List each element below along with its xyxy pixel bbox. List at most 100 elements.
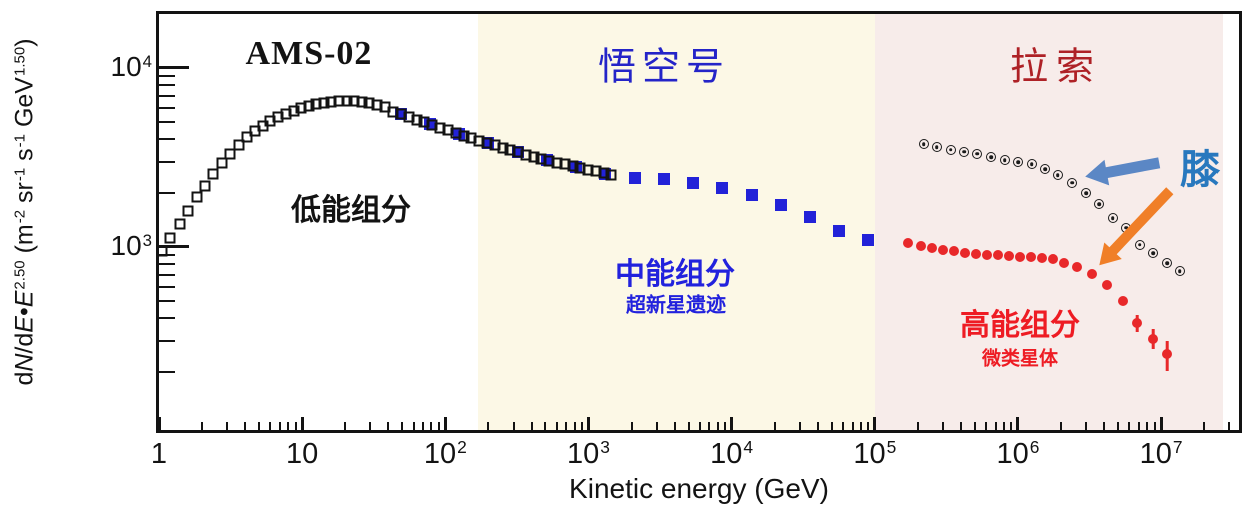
lhaaso-high-point <box>1162 349 1173 360</box>
x-minor-tick <box>1137 422 1140 430</box>
circled-dot-center <box>1165 261 1169 266</box>
x-minor-tick <box>487 422 490 430</box>
label-microquasar: 微类星体 <box>981 348 1059 370</box>
x-minor-tick <box>226 422 229 430</box>
x-minor-tick <box>258 422 261 430</box>
ams02-point <box>559 158 571 170</box>
ams02-point <box>403 111 415 123</box>
x-minor-tick <box>830 422 833 430</box>
ams02-point <box>341 95 353 107</box>
x-tick-label: 10 <box>286 438 319 470</box>
x-major-tick <box>873 417 877 430</box>
circled-dot-center <box>1111 216 1115 220</box>
lhaaso-knee-point <box>1012 157 1023 168</box>
lhaaso-knee-point <box>945 144 956 155</box>
lhaaso-knee-point <box>1121 222 1132 233</box>
ams02-point <box>356 96 368 108</box>
dampe-point <box>774 198 787 211</box>
y-minor-tick <box>159 106 175 109</box>
ams02-point <box>191 191 203 203</box>
circled-dot-center <box>1097 202 1102 207</box>
circled-dot-center <box>962 149 966 154</box>
lhaaso-knee-point <box>918 138 929 149</box>
x-major-tick <box>157 417 161 430</box>
x-minor-tick <box>1085 422 1088 430</box>
y-tick-label-1e4: 104 <box>110 51 153 82</box>
label-high-energy: 高能组分 <box>960 309 1080 342</box>
ams02-point <box>473 135 485 147</box>
x-major-tick <box>300 417 304 430</box>
label-lhaaso: 拉索 <box>1009 44 1103 89</box>
ams02-point <box>207 168 219 180</box>
ams02-point <box>590 165 602 177</box>
x-minor-tick <box>716 422 719 430</box>
ams02-point <box>567 160 579 172</box>
ams02-point <box>426 119 438 131</box>
y-minor-tick <box>159 84 175 87</box>
x-minor-tick <box>842 422 845 430</box>
lhaaso-knee-point <box>1107 213 1118 224</box>
lhaaso-high-point <box>1048 254 1059 265</box>
x-tick-label: 103 <box>567 437 610 470</box>
ams02-point <box>325 96 337 108</box>
lhaaso-knee-point <box>999 154 1010 165</box>
y-minor-tick <box>159 192 175 195</box>
x-minor-tick <box>1060 422 1063 430</box>
x-minor-tick <box>798 422 801 430</box>
lhaaso-knee-point <box>1094 199 1105 210</box>
x-minor-tick <box>580 422 583 430</box>
x-minor-tick <box>412 422 415 430</box>
y-minor-tick <box>159 160 175 163</box>
band-ams02 <box>159 14 479 430</box>
lhaaso-high-point <box>1087 269 1098 280</box>
x-minor-tick <box>1117 422 1120 430</box>
x-minor-tick <box>724 422 727 430</box>
lhaaso-high-point <box>902 238 913 249</box>
circled-dot-center <box>1070 181 1075 185</box>
x-minor-tick <box>773 422 776 430</box>
label-mid-energy: 中能组分 <box>615 258 735 291</box>
lhaaso-knee-point <box>1040 164 1051 175</box>
lhaaso-high-point <box>1148 333 1159 344</box>
dampe-point <box>833 224 846 237</box>
x-minor-tick <box>387 422 390 430</box>
x-minor-tick <box>437 422 440 430</box>
x-minor-tick <box>544 422 547 430</box>
x-minor-tick <box>708 422 711 430</box>
lhaaso-high-point <box>1059 257 1070 268</box>
y-tick-label-1e3: 103 <box>110 230 153 261</box>
plot-area: AMS-02 低能组分 悟空号 中能组分 超新星遗迹 拉索 高能组分 微类星体 … <box>151 11 1242 504</box>
ams02-point <box>418 116 430 128</box>
ams02-point <box>465 132 477 144</box>
y-minor-tick <box>159 317 175 320</box>
label-knee: 膝 <box>1180 148 1220 192</box>
ams02-point <box>497 142 509 154</box>
x-minor-tick <box>916 422 919 430</box>
x-minor-tick <box>942 422 945 430</box>
x-minor-tick <box>655 422 658 430</box>
y-minor-tick <box>159 94 175 97</box>
dampe-point <box>862 234 875 247</box>
x-tick-label: 102 <box>423 437 467 470</box>
x-minor-tick <box>851 422 854 430</box>
lhaaso-knee-point <box>1174 266 1185 277</box>
circled-dot-center <box>1030 162 1034 166</box>
lhaaso-high-point <box>915 241 926 252</box>
x-minor-tick <box>1128 422 1131 430</box>
x-minor-tick <box>630 422 633 430</box>
x-tick-label: 104 <box>710 437 754 470</box>
ams02-point <box>174 218 186 230</box>
circled-dot-center <box>1043 167 1047 171</box>
ams02-point <box>551 157 563 169</box>
y-minor-tick <box>159 254 175 257</box>
ams02-point <box>348 95 360 107</box>
lhaaso-high-point <box>926 243 937 254</box>
x-minor-tick <box>244 422 247 430</box>
ams02-point <box>528 151 540 163</box>
x-minor-tick <box>1010 422 1013 430</box>
ams02-point <box>224 148 236 160</box>
ams02-point <box>598 167 610 179</box>
lhaaso-knee-point <box>986 151 997 162</box>
circled-dot-center <box>1056 173 1060 177</box>
lhaaso-high-point <box>960 247 971 258</box>
